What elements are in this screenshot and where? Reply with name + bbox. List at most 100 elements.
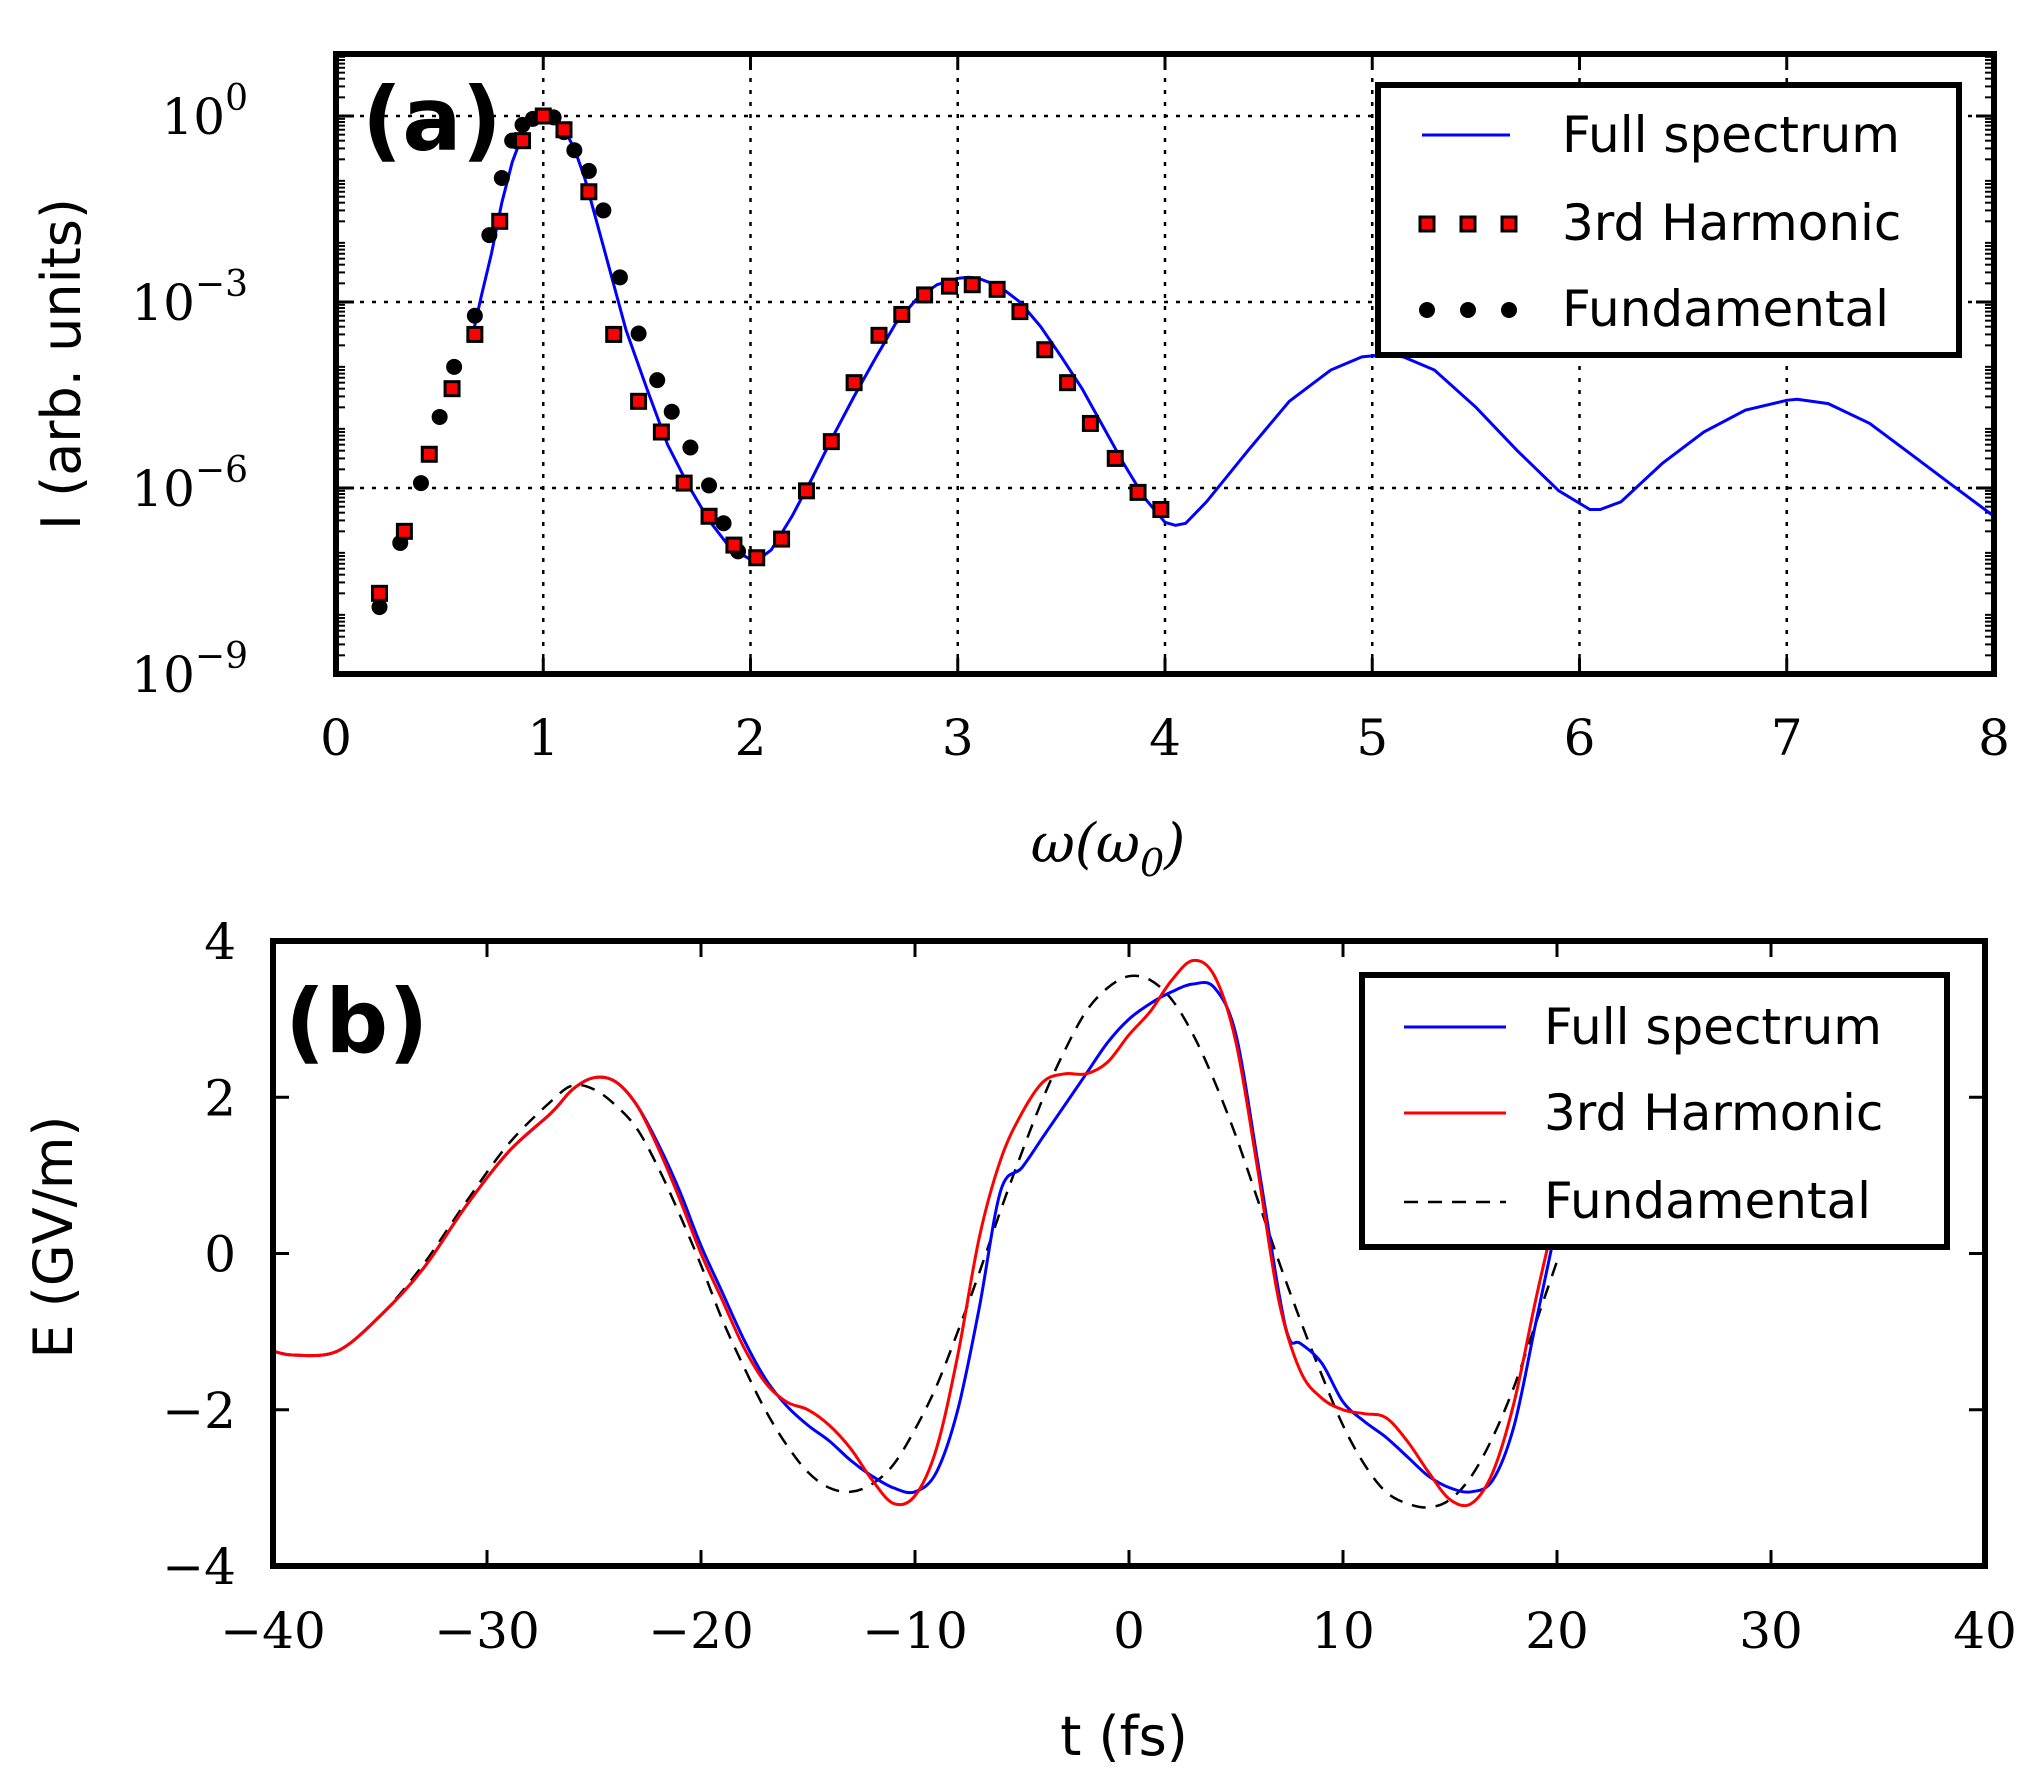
a-xtick-label: 5 xyxy=(1356,709,1388,767)
a-legend-3rd-harmonic-label: 3rd Harmonic xyxy=(1562,194,1901,252)
panel-a: (a) 0 1 2 3 4 5 6 7 8 100 10−3 10−6 10−9 ω(ω0) I (a… xyxy=(30,51,2010,885)
a-legend-circle-marker xyxy=(1419,302,1435,318)
b-xtick-labels: −40 −30 −20 −10 0 10 20 30 40 xyxy=(220,1602,2017,1660)
b-frame xyxy=(270,938,1988,1569)
a-3rd-harmonic-point xyxy=(1152,501,1170,519)
a-3rd-harmonic-point xyxy=(605,325,623,343)
b-panel-label: (b) xyxy=(285,970,428,1073)
a-fundamental-point xyxy=(481,227,498,244)
b-ytick-label: 0 xyxy=(204,1226,236,1284)
a-3rd-harmonic-point xyxy=(822,433,840,451)
a-xtick-label: 3 xyxy=(942,709,974,767)
a-fundamental-point xyxy=(595,202,612,219)
a-legend-circle-marker xyxy=(1460,302,1476,318)
a-3rd-harmonic-point xyxy=(420,445,438,463)
a-fundamental-point xyxy=(566,142,583,159)
b-legend-fundamental-label: Fundamental xyxy=(1544,1172,1871,1230)
a-xlabel: ω(ω0) xyxy=(1031,812,1185,885)
a-3rd-harmonic-point xyxy=(534,107,552,125)
a-3rd-harmonic-point xyxy=(630,392,648,410)
a-3rd-harmonic-point xyxy=(514,132,532,150)
a-fundamental-point xyxy=(682,439,699,456)
a-3rd-harmonic-point xyxy=(916,286,934,304)
b-xtick-label: −40 xyxy=(220,1602,326,1660)
a-3rd-harmonic-point xyxy=(1081,414,1099,432)
a-3rd-harmonic-point xyxy=(725,536,743,554)
a-3rd-harmonic-point xyxy=(1059,374,1077,392)
a-fundamental-point xyxy=(611,269,628,286)
a-3rd-harmonic-point xyxy=(797,482,815,500)
b-xtick-label: −20 xyxy=(648,1602,754,1660)
a-legend-full-spectrum-label: Full spectrum xyxy=(1562,106,1900,164)
a-3rd-harmonic-point xyxy=(652,423,670,441)
a-3rd-harmonic-point xyxy=(700,507,718,525)
a-ytick-label: 10−6 xyxy=(131,450,248,518)
b-ytick-label: 2 xyxy=(204,1069,236,1127)
a-3rd-harmonic-point xyxy=(988,280,1006,298)
b-xtick-label: 30 xyxy=(1739,1602,1803,1660)
a-ytick-label: 100 xyxy=(161,78,248,146)
a-xtick-label: 0 xyxy=(320,709,352,767)
a-legend-fundamental-swatch xyxy=(1419,302,1517,318)
a-3rd-harmonic-point xyxy=(555,121,573,139)
a-ytick-labels: 100 10−3 10−6 10−9 xyxy=(131,78,248,704)
a-legend-square-marker xyxy=(1500,215,1518,233)
a-fundamental-point xyxy=(431,408,448,425)
b-xlabel: t (fs) xyxy=(1060,1705,1188,1768)
a-series-fundamental-markers xyxy=(371,108,747,616)
b-legend: Full spectrum 3rd Harmonic Fundamental xyxy=(1359,972,1950,1250)
b-ytick-labels: −4 −2 0 2 4 xyxy=(162,913,236,1596)
a-3rd-harmonic-point xyxy=(1106,449,1124,467)
a-3rd-harmonic-point xyxy=(963,276,981,294)
a-legend-square-marker xyxy=(1459,215,1477,233)
a-3rd-harmonic-point xyxy=(395,522,413,540)
a-3rd-harmonic-point xyxy=(748,549,766,567)
b-xtick-label: 0 xyxy=(1113,1602,1145,1660)
a-legend-3rd-harmonic-swatch xyxy=(1418,215,1518,233)
b-series-3rd-harmonic-line xyxy=(273,958,1559,1508)
a-3rd-harmonic-point xyxy=(773,530,791,548)
a-3rd-harmonic-point xyxy=(1129,483,1147,501)
a-3rd-harmonic-point xyxy=(491,212,509,230)
a-ylabel: I (arb. units) xyxy=(30,198,93,530)
a-xtick-label: 4 xyxy=(1149,709,1181,767)
a-3rd-harmonic-point xyxy=(371,584,389,602)
a-fundamental-point xyxy=(412,475,429,492)
a-xtick-label: 6 xyxy=(1564,709,1596,767)
a-3rd-harmonic-point xyxy=(940,277,958,295)
b-xtick-label: 20 xyxy=(1525,1602,1589,1660)
a-3rd-harmonic-point xyxy=(870,326,888,344)
a-panel-label: (a) xyxy=(362,68,502,171)
b-legend-3rd-harmonic-label: 3rd Harmonic xyxy=(1544,1084,1883,1142)
a-3rd-harmonic-point xyxy=(893,305,911,323)
a-series-3rd-harmonic-markers xyxy=(371,107,1170,602)
a-fundamental-point xyxy=(701,477,718,494)
a-3rd-harmonic-point xyxy=(1036,341,1054,359)
b-xtick-label: 10 xyxy=(1311,1602,1375,1660)
b-ytick-label: −4 xyxy=(162,1538,236,1596)
a-fundamental-point xyxy=(446,358,463,375)
a-fundamental-point xyxy=(649,372,666,389)
a-xtick-label: 7 xyxy=(1771,709,1803,767)
a-3rd-harmonic-point xyxy=(466,325,484,343)
a-legend-square-marker xyxy=(1418,215,1436,233)
a-3rd-harmonic-point xyxy=(675,474,693,492)
b-series-fundamental-line xyxy=(273,974,1559,1509)
b-xtick-label: −30 xyxy=(434,1602,540,1660)
a-fundamental-point xyxy=(466,307,483,324)
a-legend: Full spectrum 3rd Harmonic Fundamental xyxy=(1375,82,1962,358)
a-3rd-harmonic-point xyxy=(443,380,461,398)
b-ytick-label: −2 xyxy=(162,1382,236,1440)
a-xtick-label: 8 xyxy=(1978,709,2010,767)
a-3rd-harmonic-point xyxy=(845,374,863,392)
a-ytick-label: 10−3 xyxy=(131,264,248,332)
a-fundamental-point xyxy=(715,515,732,532)
a-xtick-label: 2 xyxy=(735,709,767,767)
b-ylabel: E (GV/m) xyxy=(22,1116,85,1359)
b-xtick-label: 40 xyxy=(1953,1602,2017,1660)
a-fundamental-point xyxy=(493,170,510,186)
a-frame xyxy=(333,51,1997,677)
b-xtick-label: −10 xyxy=(862,1602,968,1660)
